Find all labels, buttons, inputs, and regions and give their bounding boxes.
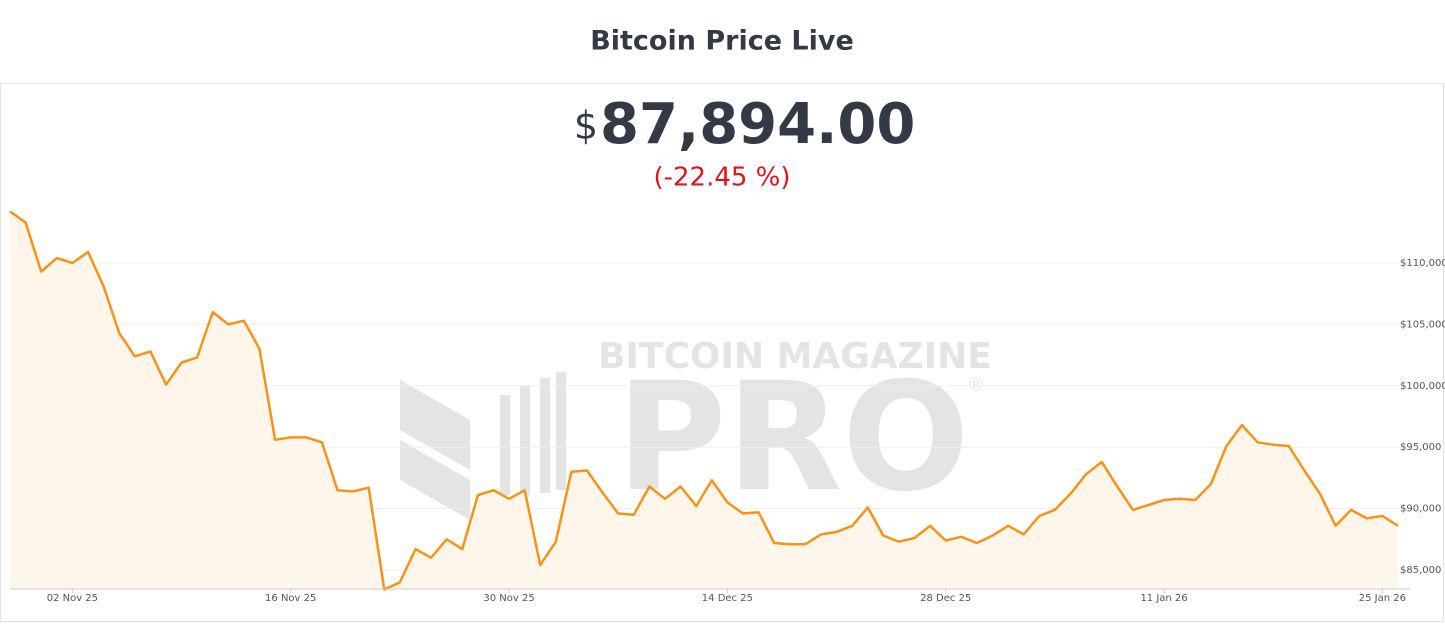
chart-title: Bitcoin Price Live <box>590 26 854 57</box>
price-currency: $ <box>574 104 598 148</box>
x-tick-label: 28 Dec 25 <box>920 593 971 604</box>
price: 87,894.00 <box>600 92 915 157</box>
watermark-text: BITCOIN MAGAZINE <box>598 336 992 377</box>
watermark-logo <box>556 372 566 490</box>
x-tick-label: 16 Nov 25 <box>265 593 316 604</box>
y-tick-label: $95,000 <box>1400 442 1441 453</box>
watermark-logo <box>540 378 550 493</box>
area <box>10 211 1398 590</box>
y-tick-label: $85,000 <box>1400 565 1441 576</box>
price-change: (-22.45 %) <box>653 163 790 193</box>
y-tick-label: $110,000 <box>1400 258 1445 269</box>
y-tick-label: $105,000 <box>1400 319 1445 330</box>
price-line <box>9 210 1399 591</box>
y-tick-label: $90,000 <box>1400 504 1441 515</box>
watermark-logo <box>500 395 510 495</box>
x-tick-label: 30 Nov 25 <box>483 593 534 604</box>
watermark-logo <box>520 385 530 495</box>
watermark-logo <box>400 440 470 520</box>
y-tick-label: $100,000 <box>1400 381 1445 392</box>
x-tick-label: 14 Dec 25 <box>702 593 753 604</box>
x-tick-label: 02 Nov 25 <box>47 593 98 604</box>
x-tick-label: 25 Jan 26 <box>1359 593 1406 604</box>
x-tick-label: 11 Jan 26 <box>1140 593 1187 604</box>
